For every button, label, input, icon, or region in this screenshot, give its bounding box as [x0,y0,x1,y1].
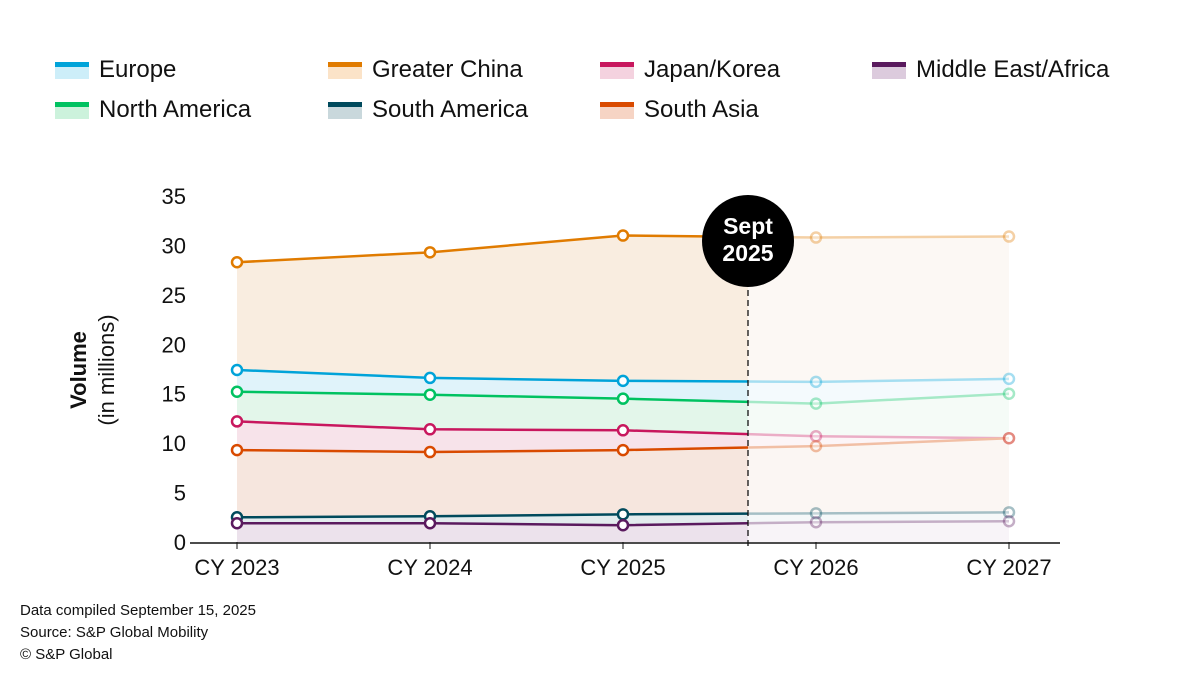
forecast-region [748,235,1010,542]
legend-item: Greater China [328,56,523,84]
data-point [809,439,823,453]
data-point [230,415,244,428]
y-tick-label: 5 [174,481,186,506]
y-axis-title: Volume [66,331,91,409]
y-tick-label: 10 [162,431,186,456]
line-north-america-forecast [748,392,1010,405]
data-point [1002,431,1016,445]
legend-item: South Asia [600,96,759,124]
data-point [230,255,244,269]
y-axis-subtitle: (in millions) [94,314,119,425]
data-point [1002,514,1016,528]
area-south-asia [748,438,1009,542]
legend-item: Europe [55,56,176,84]
data-point [423,423,437,436]
y-tick-label: 35 [162,184,186,209]
data-point [809,515,823,529]
line-greater-china-forecast [748,235,1010,239]
data-point [809,397,823,410]
data-point [616,229,630,242]
data-point [1002,372,1016,386]
legend-label: Middle East/Africa [916,56,1110,83]
legend-label: Japan/Korea [644,56,781,83]
x-tick-label: CY 2027 [966,555,1051,580]
line-japan-korea-forecast [748,432,1010,440]
data-point [616,508,630,521]
legend-label: Greater China [372,56,523,83]
badge-label-month: Sept [723,213,773,239]
data-point [423,445,437,459]
data-point [1002,506,1016,519]
data-point [809,375,823,389]
data-point [1002,387,1016,400]
area-japan-korea [748,434,1009,542]
area-south-america [748,512,1009,542]
x-tick-label: CY 2026 [773,555,858,580]
y-tick-label: 0 [174,530,186,555]
data-point [1002,431,1016,445]
legend-swatch [328,101,362,119]
data-point [230,385,244,398]
line-south-america-forecast [748,511,1010,515]
sept-2025-badge [702,195,794,287]
data-point [809,429,823,443]
footer-compiled: Data compiled September 15, 2025 [20,602,256,619]
legend-label: South America [372,96,529,123]
y-tick-label: 15 [162,382,186,407]
legend-label: North America [99,96,252,123]
data-point [616,424,630,437]
legend-swatch [600,101,634,119]
data-point [616,392,630,405]
legend-label: Europe [99,56,177,83]
line-europe-forecast [748,377,1010,384]
area-middle-east-africa [748,521,1009,542]
area-north-america [748,393,1009,542]
data-point [230,363,244,377]
data-point [809,507,823,520]
legend-swatch [55,101,89,119]
legend-item: Middle East/Africa [872,56,1109,84]
area-europe [748,378,1009,542]
data-point [616,443,630,457]
x-tick-label: CY 2025 [580,555,665,580]
data-point [809,231,823,244]
data-point [616,374,630,388]
legend-item: South America [328,96,528,124]
data-point [423,388,437,401]
legend-swatch [328,61,362,79]
legend-swatch [55,61,89,79]
x-tick-label: CY 2024 [387,555,472,580]
x-tick-label: CY 2023 [194,555,279,580]
legend-swatch [872,61,906,79]
legend-item: North America [55,96,251,124]
footer-copyright: © S&P Global [20,646,113,663]
legend-swatch [600,61,634,79]
data-point [616,518,630,532]
y-tick-label: 25 [162,283,186,308]
line-middle-east-africa-forecast [748,519,1010,525]
data-point [423,371,437,385]
footer-source: Source: S&P Global Mobility [20,624,209,641]
line-south-asia-forecast [748,436,1010,449]
data-point [423,246,437,259]
legend-label: South Asia [644,96,759,123]
data-point [1002,230,1016,243]
area-greater-china [748,236,1009,542]
data-point [423,516,437,530]
y-tick-label: 30 [162,233,186,258]
badge-label-year: 2025 [722,240,773,266]
y-tick-label: 20 [162,332,186,357]
data-point [230,516,244,530]
legend-item: Japan/Korea [600,56,780,84]
data-point [230,443,244,457]
